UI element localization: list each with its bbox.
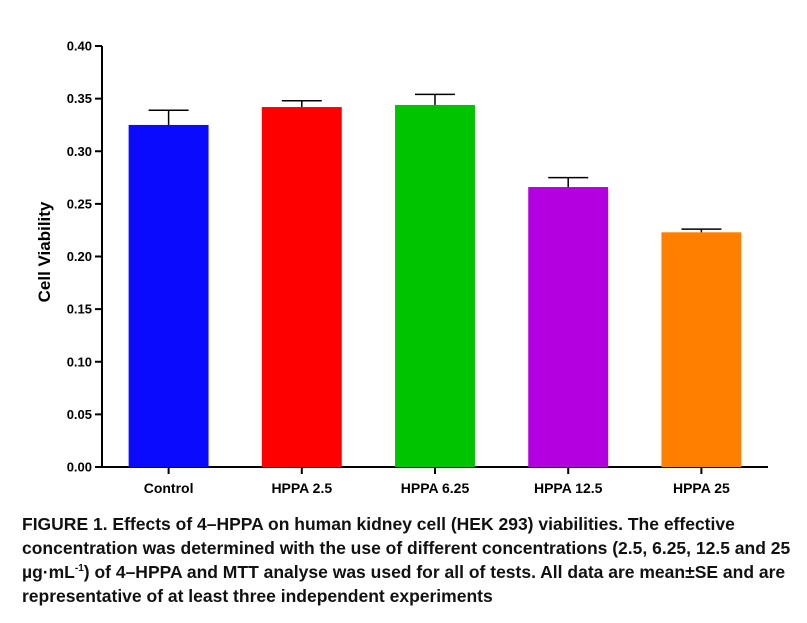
bar [128,124,209,467]
y-axis-title: Cell Viability [35,201,54,302]
x-tick-labels: Control HPPA 2.5 HPPA 6.25 HPPA 12.5 HPPA 25 [144,480,730,496]
y-tick-label: 0.10 [67,354,92,369]
caption-superscript: -1 [74,563,84,575]
y-tick-label: 0.20 [67,249,92,264]
bar-chart: 0.00 0.05 0.10 0.15 0.20 0.25 0.30 0.35 0.40 Con… [35,39,768,496]
error-bars [148,93,722,233]
x-axis [102,466,768,474]
y-tick-label: 0.25 [67,196,92,211]
x-tick-label: HPPA 2.5 [271,480,332,496]
bar [661,232,742,467]
y-axis: 0.00 0.05 0.10 0.15 0.20 0.25 0.30 0.35 0.40 [67,39,103,475]
y-tick-label: 0.40 [67,39,92,54]
figure-caption: FIGURE 1. Effects of 4–HPPA on human kid… [22,512,797,608]
y-tick-label: 0.15 [67,302,92,317]
y-tick-label: 0.00 [67,460,92,475]
x-tick-label: Control [144,480,194,496]
x-tick-label: HPPA 6.25 [401,480,470,496]
caption-text: FIGURE 1. Effects of 4–HPPA on human kid… [22,514,791,582]
bar [261,107,342,468]
y-tick-label: 0.05 [67,407,92,422]
x-tick-label: HPPA 12.5 [534,480,603,496]
y-tick-label: 0.30 [67,144,92,159]
bar [395,104,475,467]
bars [128,104,742,468]
bar [528,187,609,467]
caption-text-cont: ) of 4–HPPA and MTT analyse was used for… [22,562,786,606]
y-tick-label: 0.35 [67,91,92,106]
x-tick-label: HPPA 25 [673,480,730,496]
